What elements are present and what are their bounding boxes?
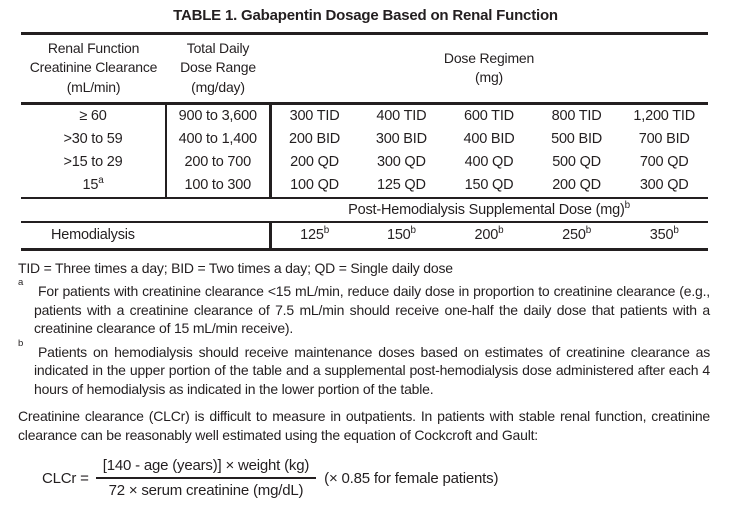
cell-dose: 200 BID <box>289 131 341 148</box>
footnote-a: a For patients with creatinine clearance… <box>18 277 710 337</box>
cell-dose: 700 BID <box>638 131 690 148</box>
cell-clearance: ≥ 60 <box>21 103 167 128</box>
post-hemodialysis-label-text: Post-Hemodialysis Supplemental Dose (mg) <box>348 201 625 218</box>
dose-value: 350 <box>649 227 674 244</box>
footnote-ref: b <box>624 200 630 212</box>
empty-cell <box>21 197 270 223</box>
cell-hemodialysis: Hemodialysis <box>21 221 272 251</box>
clearance-value: 15 <box>82 177 99 194</box>
cell-dose: 400 TID <box>376 108 427 125</box>
cell-dose: 200b <box>445 221 533 251</box>
formula-denominator: 72 × serum creatinine (mg/dL) <box>108 482 304 499</box>
dose-value: 250 <box>562 227 586 244</box>
header-renal-function: Renal Function Creatinine Clearance (mL/… <box>21 33 166 105</box>
cell-dose: 125 QD <box>357 173 446 199</box>
cell-dose-range: 200 to 700 <box>166 150 272 174</box>
cell-dose: 250b <box>532 221 621 251</box>
header-dose-regimen: Dose Regimen (mg) <box>270 33 709 105</box>
cell-dose: 150 QD <box>445 173 533 199</box>
formula-fraction: [140 - age (years)] × weight (kg) 72 × s… <box>95 457 317 499</box>
table-title: TABLE 1. Gabapentin Dosage Based on Rena… <box>173 7 558 24</box>
cell-dose: 800 TID <box>551 108 602 125</box>
footnotes: TID = Three times a day; BID = Two times… <box>18 259 710 398</box>
post-hemodialysis-label: Post-Hemodialysis Supplemental Dose (mg)… <box>270 197 709 223</box>
footnote-ref: a <box>98 175 104 187</box>
cell-dose: 1,200 TID <box>633 108 695 125</box>
cell-clearance: >15 to 29 <box>21 150 167 174</box>
cell-dose: 200 QD <box>290 154 339 171</box>
cell-dose: 125b <box>270 221 358 251</box>
table-row: 15a 100 to 300 100 QD 125 QD 150 QD 200 … <box>21 173 709 199</box>
cell-dose: 300 QD <box>620 173 709 199</box>
footnote-ref: b <box>323 225 329 237</box>
footnote-ref: b <box>410 225 416 237</box>
dose-value: 200 <box>474 227 499 244</box>
cell-dose-range: 900 to 3,600 <box>166 103 272 128</box>
cell-dose: 400 BID <box>463 131 515 148</box>
clearance-value: >15 to 29 <box>63 154 123 171</box>
cell-dose: 350b <box>620 221 709 251</box>
table-row: ≥ 60 900 to 3,600 300 TID 400 TID 600 TI… <box>21 103 708 128</box>
abbreviation-note: TID = Three times a day; BID = Two times… <box>18 259 453 276</box>
cell-dose: 200 QD <box>532 173 621 199</box>
cell-clearance: >30 to 59 <box>21 127 167 151</box>
header-total-daily-dose: Total Daily Dose Range (mg/day) <box>166 33 270 105</box>
table-row: >15 to 29 200 to 700 200 QD 300 QD 400 Q… <box>21 150 708 174</box>
clearance-value: ≥ 60 <box>79 108 107 125</box>
cell-dose-range: 400 to 1,400 <box>166 127 272 151</box>
dose-value: 125 <box>300 227 324 244</box>
gabapentin-dosage-table: Renal Function Creatinine Clearance (mL/… <box>21 32 709 251</box>
footnote-a-text: For patients with creatinine clearance <… <box>34 283 710 337</box>
cell-dose: 600 TID <box>464 108 514 125</box>
cell-dose: 150b <box>357 221 446 251</box>
cell-dose: 300 QD <box>377 154 426 171</box>
footnote-b: b Patients on hemodialysis should receiv… <box>18 337 710 397</box>
table-row: >30 to 59 400 to 1,400 200 BID 300 BID 4… <box>21 127 708 151</box>
clearance-value: >30 to 59 <box>63 131 123 148</box>
formula-lhs: CLCr = <box>42 469 89 487</box>
clcr-paragraph: Creatinine clearance (CLCr) is difficult… <box>18 408 710 444</box>
cell-dose: 400 QD <box>464 154 514 171</box>
footnote-ref: b <box>585 225 592 237</box>
table-header-row: Renal Function Creatinine Clearance (mL/… <box>21 33 709 105</box>
formula-numerator: [140 - age (years)] × weight (kg) <box>95 457 317 479</box>
formula-female-factor: (× 0.85 for female patients) <box>324 469 499 487</box>
cell-dose: 500 BID <box>551 131 603 148</box>
cell-dose-range: 100 to 300 <box>166 173 272 199</box>
cell-dose: 300 TID <box>289 108 340 125</box>
cockcroft-gault-formula: CLCr = [140 - age (years)] × weight (kg)… <box>42 457 731 499</box>
cell-dose: 300 BID <box>375 131 427 148</box>
footnote-b-text: Patients on hemodialysis should receive … <box>34 343 710 397</box>
hemodialysis-row: Hemodialysis 125b 150b 200b 250b 350b <box>21 221 709 251</box>
cell-dose: 500 QD <box>552 154 601 171</box>
dose-value: 150 <box>386 227 411 244</box>
cell-clearance: 15a <box>21 173 167 199</box>
footnote-ref: b <box>498 225 504 237</box>
post-hemodialysis-label-row: Post-Hemodialysis Supplemental Dose (mg)… <box>21 197 709 223</box>
cell-dose: 100 QD <box>270 173 358 199</box>
footnote-ref: b <box>673 225 679 237</box>
cell-dose: 700 QD <box>639 154 689 171</box>
